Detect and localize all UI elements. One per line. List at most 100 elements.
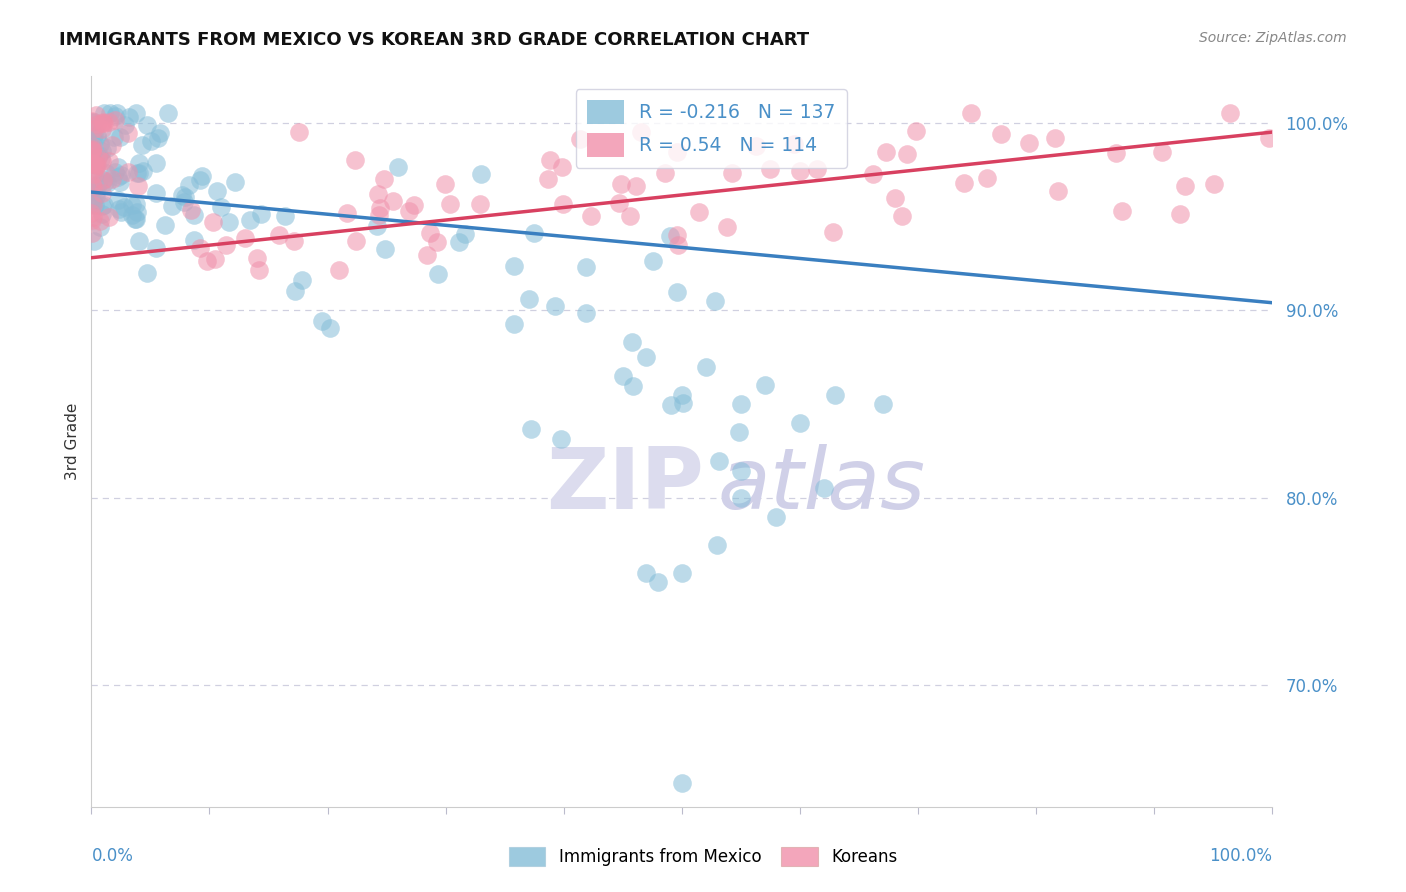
Point <box>688 205 710 219</box>
Point <box>107 160 129 174</box>
Point <box>621 379 644 393</box>
Point <box>128 155 150 169</box>
Point <box>101 172 124 186</box>
Point <box>124 212 146 227</box>
Point <box>90 152 112 166</box>
Text: IMMIGRANTS FROM MEXICO VS KOREAN 3RD GRADE CORRELATION CHART: IMMIGRANTS FROM MEXICO VS KOREAN 3RD GRA… <box>59 31 810 49</box>
Point <box>522 227 544 241</box>
Point <box>180 202 202 217</box>
Point <box>318 321 340 335</box>
Point <box>209 201 232 215</box>
Point <box>368 208 391 222</box>
Point <box>125 212 148 227</box>
Point <box>93 197 115 211</box>
Point <box>91 153 114 168</box>
Point <box>374 242 396 256</box>
Point <box>146 130 169 145</box>
Point <box>91 173 114 187</box>
Point <box>98 115 121 129</box>
Point <box>91 114 114 128</box>
Point <box>1104 145 1126 160</box>
Point <box>82 163 104 178</box>
Legend: R = -0.216   N = 137, R = 0.54   N = 114: R = -0.216 N = 137, R = 0.54 N = 114 <box>575 89 848 168</box>
Point <box>136 266 159 280</box>
Point <box>80 128 103 143</box>
Point <box>1043 131 1066 145</box>
Point <box>205 184 228 198</box>
Point <box>108 130 131 145</box>
Point <box>179 178 201 192</box>
Point <box>1018 136 1040 151</box>
Point <box>433 178 456 192</box>
Point <box>157 106 180 120</box>
Point <box>84 185 107 199</box>
Point <box>366 219 388 233</box>
Point <box>1168 207 1191 221</box>
Point <box>765 509 787 524</box>
Point <box>108 202 131 217</box>
Point <box>83 128 105 142</box>
Point <box>551 160 574 174</box>
Point <box>90 199 112 213</box>
Point <box>183 209 205 223</box>
Point <box>82 179 104 194</box>
Point <box>537 172 560 186</box>
Point <box>118 110 141 124</box>
Point <box>173 194 195 209</box>
Point <box>453 227 475 241</box>
Point <box>813 482 835 496</box>
Point <box>83 162 105 177</box>
Point <box>659 398 682 412</box>
Point <box>83 157 105 171</box>
Point <box>224 175 246 189</box>
Point <box>104 112 127 127</box>
Point <box>117 165 139 179</box>
Point <box>141 134 163 148</box>
Point <box>267 227 290 242</box>
Point <box>728 425 751 440</box>
Point <box>291 273 314 287</box>
Point <box>344 235 367 249</box>
Point <box>80 144 103 158</box>
Point <box>82 140 104 154</box>
Text: ZIP: ZIP <box>546 444 704 527</box>
Point <box>83 122 105 136</box>
Point <box>86 130 108 145</box>
Point <box>90 207 112 221</box>
Point <box>100 106 122 120</box>
Point <box>90 122 112 136</box>
Point <box>503 317 526 331</box>
Point <box>107 194 129 208</box>
Point <box>904 124 927 138</box>
Point <box>82 157 104 171</box>
Point <box>373 172 395 186</box>
Point <box>97 210 120 224</box>
Point <box>114 118 136 132</box>
Point <box>647 575 669 590</box>
Point <box>145 186 167 200</box>
Point <box>666 145 689 160</box>
Point <box>636 350 658 364</box>
Point <box>162 199 184 213</box>
Point <box>630 125 652 139</box>
Point <box>80 146 103 161</box>
Point <box>80 142 103 156</box>
Point <box>387 161 409 175</box>
Point <box>402 198 425 212</box>
Point <box>626 179 648 194</box>
Point <box>419 226 441 240</box>
Point <box>82 226 104 240</box>
Point <box>80 177 103 191</box>
Point <box>1150 145 1173 159</box>
Point <box>468 197 491 211</box>
Point <box>959 106 981 120</box>
Point <box>503 260 526 274</box>
Point <box>1258 131 1281 145</box>
Y-axis label: 3rd Grade: 3rd Grade <box>65 403 80 480</box>
Point <box>654 166 676 180</box>
Point <box>875 145 897 160</box>
Point <box>439 196 461 211</box>
Point <box>1047 184 1070 198</box>
Point <box>127 179 149 194</box>
Point <box>658 229 681 244</box>
